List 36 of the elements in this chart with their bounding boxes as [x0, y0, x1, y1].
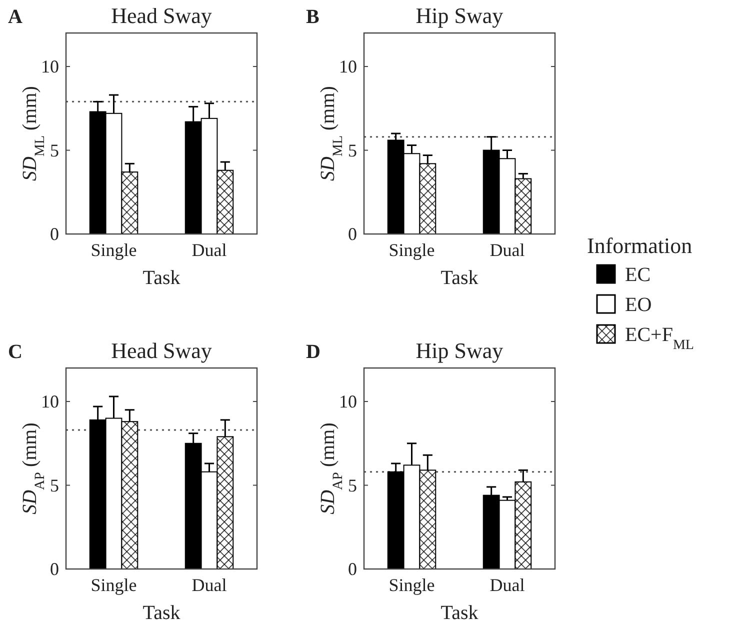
y-tick-label: 10: [41, 392, 59, 412]
text: A: [8, 6, 23, 28]
y-tick-label: 10: [339, 56, 357, 76]
y-tick-label: 5: [348, 475, 357, 496]
text: D: [306, 341, 320, 363]
chart-title: Head Sway: [111, 3, 212, 28]
chart-title: Hip Sway: [416, 3, 504, 28]
chart-title: Hip Sway: [416, 338, 504, 363]
text: C: [8, 341, 22, 363]
y-tick-label: 10: [41, 56, 59, 76]
legend-label: EC+F$_{ML}$: [625, 324, 694, 352]
legend-title: Information: [587, 233, 692, 258]
y-tick-label: 10: [339, 392, 357, 412]
y-tick-label: 0: [50, 224, 59, 244]
y-tick-label: 5: [348, 140, 357, 160]
x-tick-label: Single: [90, 240, 137, 260]
y-tick-label: 5: [50, 475, 59, 496]
legend-label: EC: [625, 264, 651, 286]
y-tick-label: 5: [50, 140, 59, 160]
x-axis-title: Task: [440, 267, 478, 289]
y-tick-label: 0: [348, 224, 357, 244]
x-tick-label: Single: [388, 575, 435, 595]
x-tick-label: Dual: [192, 575, 227, 595]
chart-title: Head Sway: [111, 338, 212, 363]
y-tick-label: 0: [50, 559, 59, 579]
legend-label: EO: [625, 294, 652, 316]
x-tick-label: Single: [90, 575, 137, 595]
y-tick-label: 0: [348, 559, 357, 579]
x-axis-title: Task: [142, 267, 180, 289]
x-tick-label: Single: [388, 240, 435, 260]
x-tick-label: Dual: [490, 575, 525, 595]
x-tick-label: Dual: [490, 240, 525, 260]
text: B: [306, 6, 320, 28]
x-axis-title: Task: [440, 602, 478, 624]
x-axis-title: Task: [142, 602, 180, 624]
x-tick-label: Dual: [192, 240, 227, 260]
